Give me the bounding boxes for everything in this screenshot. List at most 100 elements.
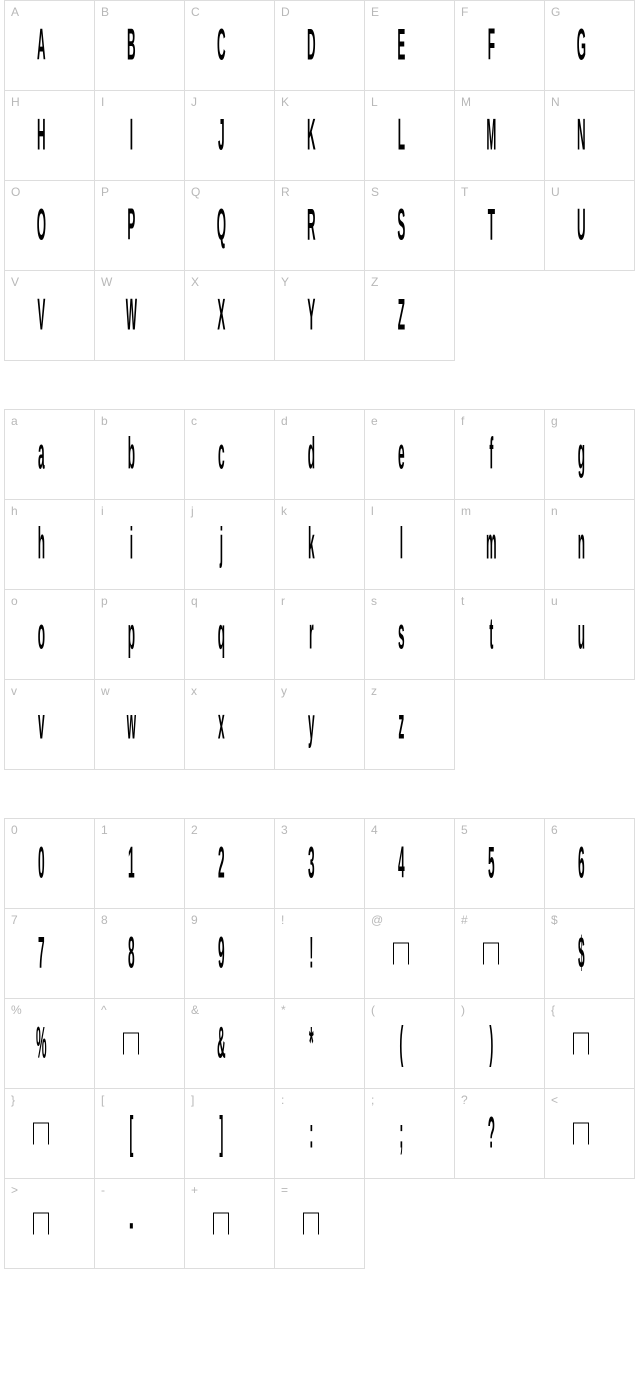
glyph-char: n [577,519,584,570]
glyph-char: f [489,429,492,480]
glyph-cell: ww [95,680,185,770]
cell-key-label: @ [371,913,383,927]
glyph-char: 7 [38,928,44,979]
cell-key-label: M [461,95,471,109]
glyph-char: j [219,519,222,570]
glyph-cell: KK [275,91,365,181]
cell-glyph: G [568,26,592,65]
cell-key-label: F [461,5,468,19]
cell-glyph: U [569,206,592,245]
glyph-cell: BB [95,1,185,91]
cell-glyph: 9 [212,934,229,973]
glyph-char: l [399,519,402,570]
cell-key-label: { [551,1003,555,1017]
glyph-char: R [307,200,315,251]
cell-key-label: + [191,1183,198,1197]
glyph-char: F [487,20,494,71]
glyph-char: z [398,699,403,750]
glyph-char: H [37,110,45,161]
glyph-char: 9 [218,928,224,979]
glyph-char: ! [309,928,312,979]
cell-glyph: q [211,615,230,654]
glyph-cell: 00 [5,819,95,909]
glyph-char: a [38,429,44,480]
cell-glyph: r [305,615,316,654]
cell-glyph [303,1204,319,1243]
glyph-cell: 55 [455,819,545,909]
cell-key-label: & [191,1003,199,1017]
glyph-char: D [307,20,315,71]
cell-glyph: 6 [572,844,589,883]
cell-glyph: V [30,296,51,335]
cell-glyph: : [306,1114,315,1153]
glyph-char: K [307,110,315,161]
cell-key-label: 9 [191,913,198,927]
cell-glyph [213,1204,229,1243]
cell-key-label: o [11,594,18,608]
glyph-cell: uu [545,590,635,680]
cell-key-label: N [551,95,560,109]
glyph-cell: -- [95,1179,185,1269]
glyph-char: L [397,110,404,161]
glyph-cell: ;; [365,1089,455,1179]
cell-glyph: & [209,1024,232,1063]
glyph-char: p [127,609,134,660]
cell-key-label: z [371,684,377,698]
glyph-char: W [125,290,136,341]
cell-glyph: v [32,705,49,744]
cell-glyph: m [476,525,504,564]
cell-glyph: T [481,206,500,245]
cell-key-label: ; [371,1093,374,1107]
cell-key-label: S [371,185,379,199]
cell-glyph: l [397,525,404,564]
cell-glyph: * [305,1024,316,1063]
cell-key-label: X [191,275,199,289]
cell-key-label: j [191,504,194,518]
cell-key-label: ? [461,1093,468,1107]
glyph-char: E [397,20,404,71]
cell-glyph: k [302,525,319,564]
glyph-cell: pp [95,590,185,680]
glyph-cell: mm [455,500,545,590]
cell-key-label: 5 [461,823,468,837]
cell-glyph: Y [300,296,321,335]
cell-glyph: F [481,26,500,65]
cell-glyph: B [119,26,142,65]
glyph-char: N [577,110,585,161]
cell-key-label: 0 [11,823,18,837]
cell-key-label: p [101,594,108,608]
cell-key-label: ! [281,913,284,927]
glyph-char: ) [489,1018,492,1069]
missing-glyph-icon [573,1122,589,1144]
glyph-cell: ee [365,410,455,500]
glyph-cell: yy [275,680,365,770]
cell-key-label: I [101,95,104,109]
cell-glyph: A [29,26,52,65]
glyph-char: U [577,200,585,251]
cell-glyph: 2 [212,844,229,883]
glyph-char: ] [219,1108,222,1159]
glyph-char: e [398,429,404,480]
cell-key-label: u [551,594,558,608]
cell-key-label: w [101,684,110,698]
glyph-cell: vv [5,680,95,770]
cell-glyph: S [390,206,411,245]
glyph-char: $ [578,928,584,979]
glyph-cell: 44 [365,819,455,909]
cell-key-label: } [11,1093,15,1107]
cell-key-label: l [371,504,374,518]
glyph-cell: CC [185,1,275,91]
cell-key-label: y [281,684,287,698]
glyph-char: ; [399,1108,402,1159]
glyph-char: t [489,609,492,660]
cell-glyph: 4 [392,844,409,883]
glyph-cell: XX [185,271,275,361]
glyph-cell: 22 [185,819,275,909]
cell-glyph: O [28,206,52,245]
glyph-cell: 77 [5,909,95,999]
glyph-char: J [218,110,224,161]
glyph-cell: FF [455,1,545,91]
glyph-cell: < [545,1089,635,1179]
glyph-cell: 66 [545,819,635,909]
cell-glyph: t [486,615,495,654]
